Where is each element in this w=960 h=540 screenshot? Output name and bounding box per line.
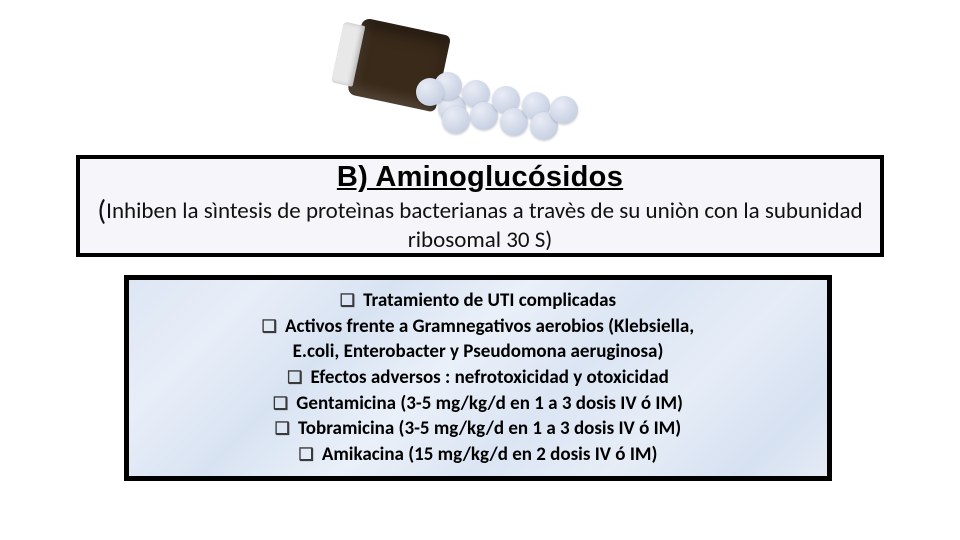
pill <box>550 96 578 124</box>
section-subtitle: (Inhiben la sìntesis de proteìnas bacter… <box>90 194 870 254</box>
subtitle-text: Inhiben la sìntesis de proteìnas bacteri… <box>106 197 862 254</box>
pill <box>442 106 470 134</box>
list-item: ❑ Tratamiento de UTI complicadas <box>147 288 809 314</box>
section-title: B) Aminoglucósidos <box>90 161 870 194</box>
bullet-icon: ❑ <box>299 445 314 464</box>
list-item: ❑ Efectos adversos : nefrotoxicidad y oto… <box>147 365 809 391</box>
pill <box>416 78 444 106</box>
list-item: ❑ Amikacina (15 mg/kg/d en 2 dosis IV ó I… <box>147 442 809 468</box>
bullet-text: Tobramicina (3-5 mg/kg/d en 1 a 3 dosis … <box>298 417 681 440</box>
bullet-text: E.coli, Enterobacter y Pseudomona aerugi… <box>293 340 664 363</box>
bullet-text: Tratamiento de UTI complicadas <box>363 289 616 312</box>
bullet-icon: ❑ <box>262 317 277 336</box>
bullet-icon: ❑ <box>340 291 355 310</box>
content-box: ❑ Tratamiento de UTI complicadas ❑ Activos… <box>124 275 832 481</box>
bullet-text: Amikacina (15 mg/kg/d en 2 dosis IV ó IM… <box>322 443 658 466</box>
paren-open: ( <box>97 192 106 228</box>
list-item: ❑ Gentamicina (3-5 mg/kg/d en 1 a 3 dosis… <box>147 391 809 417</box>
bottle-cap <box>331 22 365 87</box>
list-item: ❑ Activos frente a Gramnegativos aerobios… <box>147 314 809 340</box>
bullet-text: Activos frente a Gramnegativos aerobios … <box>285 315 694 338</box>
bullet-icon: ❑ <box>287 368 302 387</box>
pill-bottle-illustration <box>330 8 610 138</box>
bullet-icon: ❑ <box>275 419 290 438</box>
title-box: B) Aminoglucósidos (Inhiben la sìntesis … <box>76 155 884 257</box>
bullet-text: Efectos adversos : nefrotoxicidad y otox… <box>310 366 668 389</box>
list-item-continuation: E.coli, Enterobacter y Pseudomona aerugi… <box>147 339 809 365</box>
bullet-text: Gentamicina (3-5 mg/kg/d en 1 a 3 dosis … <box>296 392 683 415</box>
list-item: ❑ Tobramicina (3-5 mg/kg/d en 1 a 3 dosis… <box>147 416 809 442</box>
bullet-icon: ❑ <box>273 394 288 413</box>
